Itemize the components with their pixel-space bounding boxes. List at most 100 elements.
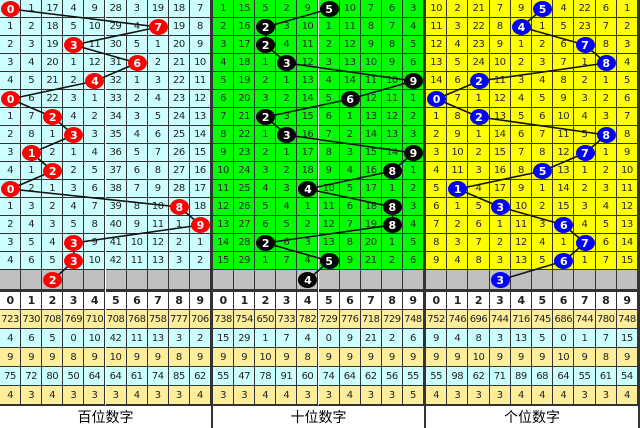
stat-cell: 13 (510, 329, 532, 348)
grid-cell: 5 (574, 126, 596, 144)
grid-cell: 2 (574, 180, 596, 198)
prediction-cell (0, 270, 22, 290)
column-header: 7 (147, 290, 169, 310)
grid-cell: 1 (255, 126, 277, 144)
grid-cell: 21 (360, 252, 382, 270)
column-header: 9 (189, 290, 211, 310)
grid-cell: 3 (147, 72, 169, 90)
grid-cell: 5 (21, 234, 43, 252)
number-ball: 0 (1, 181, 21, 197)
stat-cell: 55 (402, 367, 424, 386)
stat-cell: 60 (297, 367, 319, 386)
grid-cell: 1 (189, 234, 211, 252)
column-header: 1 (21, 290, 43, 310)
grid-cell: 40 (105, 216, 127, 234)
stat-cell: 64 (553, 367, 575, 386)
grid-cell: 22 (42, 90, 64, 108)
grid-cell: 15 (189, 144, 211, 162)
number-ball: 9 (403, 145, 423, 161)
grid-cell: 41 (105, 234, 127, 252)
grid-cell: 32 (105, 72, 127, 90)
grid-cell: 3 (126, 0, 148, 18)
stat-cell: 745 (532, 310, 554, 329)
stat-cell: 11 (126, 329, 148, 348)
grid-cell: 21 (468, 0, 490, 18)
stat-cell: 4 (297, 329, 319, 348)
stat-cell: 10 (84, 329, 106, 348)
stat-cell: 7 (276, 329, 298, 348)
grid-cell: 2 (42, 144, 64, 162)
prediction-cell (553, 270, 575, 290)
stat-cell: 4 (553, 386, 575, 405)
stat-cell: 80 (42, 367, 64, 386)
grid-cell: 1 (339, 108, 361, 126)
grid-cell: 12 (360, 90, 382, 108)
stat-cell: 5 (402, 386, 424, 405)
grid-cell: 11 (339, 18, 361, 36)
stat-cell: 0 (63, 329, 85, 348)
stat-cell: 75 (0, 367, 22, 386)
grid-cell: 14 (339, 72, 361, 90)
grid-cell: 3 (276, 18, 298, 36)
grid-cell: 7 (147, 144, 169, 162)
grid-cell: 22 (234, 126, 256, 144)
grid-cell: 10 (381, 72, 403, 90)
column-header: 5 (105, 290, 127, 310)
tens-section: 1 15 5 2 9 10 7 6 3 2 16 3 10 1 11 8 7 4 3 17 4 11 2 12 9 8 5 4 18 1 1… (213, 0, 426, 428)
stat-cell: 776 (339, 310, 361, 329)
grid-cell: 9 (84, 234, 106, 252)
grid-cell: 10 (318, 180, 340, 198)
grid-cell: 3 (297, 234, 319, 252)
grid-cell: 21 (168, 54, 190, 72)
grid-cell: 7 (553, 54, 575, 72)
section-title: 百位数字 (0, 405, 211, 428)
stat-cell: 56 (381, 367, 403, 386)
grid-cell: 4 (532, 234, 554, 252)
grid-cell: 17 (42, 0, 64, 18)
stat-cell: 9 (402, 348, 424, 367)
grid-cell: 8 (489, 18, 511, 36)
stat-cell: 9 (510, 348, 532, 367)
grid-cell: 8 (426, 234, 448, 252)
grid-cell: 1 (447, 198, 469, 216)
stat-cell: 98 (447, 367, 469, 386)
stat-cell: 3 (21, 386, 43, 405)
stat-cell: 2 (381, 329, 403, 348)
predicted-ball: 3 (490, 272, 510, 288)
stat-cell: 50 (63, 367, 85, 386)
grid-cell: 4 (616, 54, 638, 72)
prediction-cell (105, 270, 127, 290)
grid-cell: 7 (84, 198, 106, 216)
grid-cell: 9 (360, 36, 382, 54)
grid-cell: 7 (510, 144, 532, 162)
grid-cell: 13 (381, 126, 403, 144)
grid-cell: 4 (276, 198, 298, 216)
stat-cell: 4 (532, 386, 554, 405)
grid-cell: 1 (0, 108, 22, 126)
grid-cell: 3 (468, 162, 490, 180)
column-header: 0 (0, 290, 22, 310)
grid-cell: 9 (426, 252, 448, 270)
grid-cell: 7 (276, 252, 298, 270)
grid-cell: 8 (532, 144, 554, 162)
grid-cell: 11 (447, 162, 469, 180)
grid-cell: 6 (276, 234, 298, 252)
grid-cell: 7 (21, 108, 43, 126)
grid-cell: 1 (532, 180, 554, 198)
grid-cell: 1 (255, 252, 277, 270)
prediction-cell (213, 270, 235, 290)
grid-cell: 27 (234, 216, 256, 234)
grid-cell: 3 (510, 72, 532, 90)
grid-cell: 38 (105, 180, 127, 198)
grid-cell: 2 (381, 252, 403, 270)
grid-cell: 35 (105, 126, 127, 144)
grid-cell: 12 (510, 234, 532, 252)
stat-cell: 9 (447, 348, 469, 367)
grid-cell: 5 (63, 216, 85, 234)
grid-cell: 2 (402, 180, 424, 198)
grid-cell: 6 (21, 90, 43, 108)
grid-cell: 5 (147, 108, 169, 126)
prediction-cell (468, 270, 490, 290)
column-header: 4 (84, 290, 106, 310)
grid-cell: 12 (489, 90, 511, 108)
